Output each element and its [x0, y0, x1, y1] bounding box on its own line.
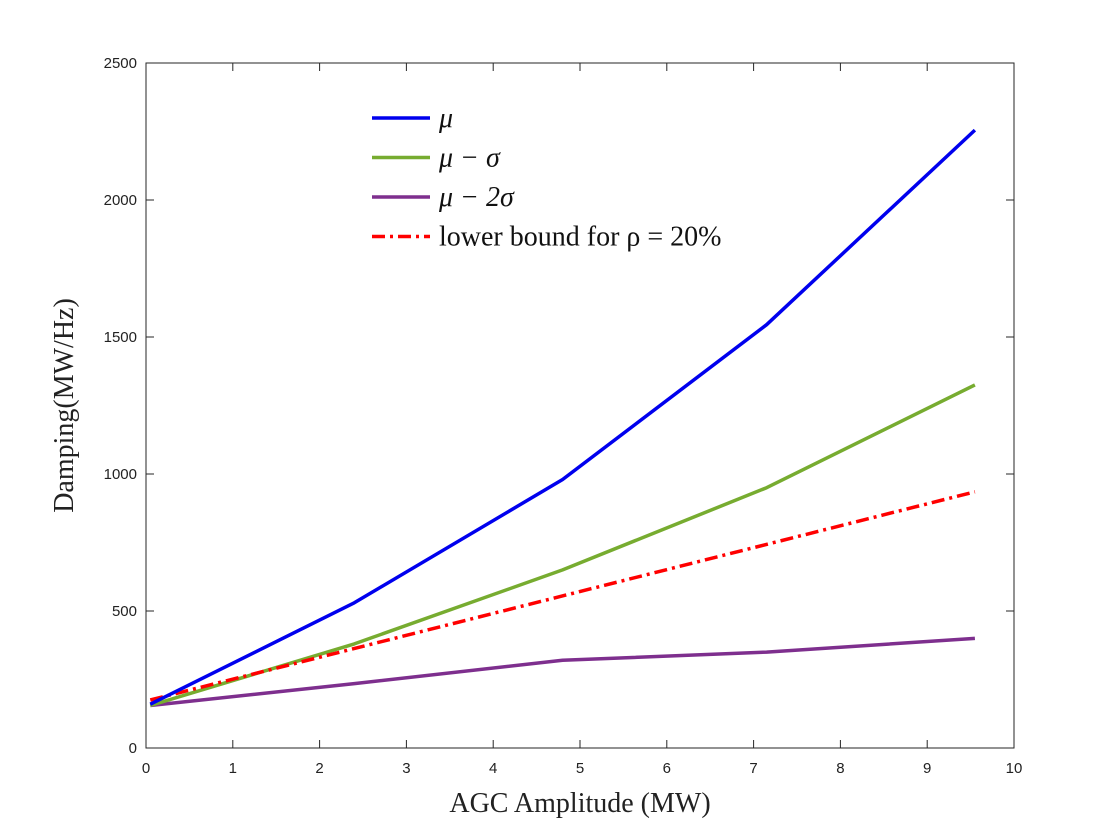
x-tick-label: 6	[663, 760, 671, 777]
y-axis-title: Damping(MW/Hz)	[49, 298, 80, 513]
x-axis: 0 1 2 3 4 5 6 7 8 9 10	[142, 63, 1023, 777]
y-tick-label: 500	[112, 603, 137, 620]
x-tick-label: 9	[923, 760, 931, 777]
x-tick-label: 0	[142, 760, 150, 777]
legend-label-0: μ	[438, 103, 453, 134]
x-tick-label: 3	[402, 760, 410, 777]
x-tick-label: 4	[489, 760, 497, 777]
y-tick-label: 1000	[104, 466, 137, 483]
legend-label-1: μ − σ	[438, 143, 501, 174]
plot-lines	[149, 128, 977, 708]
x-tick-label: 2	[315, 760, 323, 777]
y-tick-label: 2500	[104, 55, 137, 72]
x-tick-label: 1	[229, 760, 237, 777]
x-tick-label: 10	[1006, 760, 1023, 777]
y-tick-label: 0	[129, 740, 137, 757]
series-line-1	[149, 383, 976, 708]
y-tick-label: 1500	[104, 329, 137, 346]
x-axis-title: AGC Amplitude (MW)	[449, 788, 710, 819]
legend-label-2: μ − 2σ	[438, 182, 515, 213]
series-line-0	[149, 128, 977, 706]
x-tick-label: 5	[576, 760, 584, 777]
x-tick-label: 8	[836, 760, 844, 777]
x-tick-label: 7	[749, 760, 757, 777]
y-axis: 0 500 1000 1500 2000 2500	[104, 55, 1014, 757]
y-tick-label: 2000	[104, 192, 137, 209]
series-line-3	[149, 490, 976, 702]
series-line-2	[150, 636, 976, 708]
legend: μ μ − σ μ − 2σ lower bound for ρ = 20%	[372, 103, 722, 253]
legend-label-3: lower bound for ρ = 20%	[439, 222, 722, 253]
